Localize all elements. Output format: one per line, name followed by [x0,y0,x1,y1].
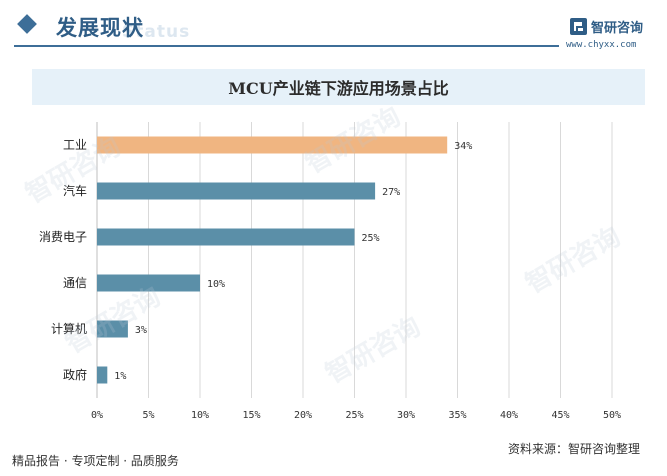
section-title: 发展现状 [56,16,144,40]
value-label: 27% [382,187,400,198]
bar [97,320,128,338]
value-label: 34% [454,141,472,152]
x-tick-label: 45% [551,410,569,421]
source-note: 资料来源：智研咨询整理 [508,442,641,456]
x-tick-label: 30% [397,410,415,421]
bar [97,228,355,246]
x-tick-label: 0% [91,410,103,421]
brand-logo-icon [570,18,587,35]
x-tick-label: 35% [448,410,466,421]
bar [97,182,376,200]
x-tick-label: 25% [345,410,363,421]
value-label: 3% [135,325,147,336]
value-label: 10% [207,279,225,290]
header-divider [14,45,559,47]
brand: 智研咨询 [570,17,643,36]
category-label: 通信 [63,276,87,290]
section-ghost-text: Status [122,22,191,42]
x-tick-label: 50% [603,410,621,421]
x-tick-label: 20% [294,410,312,421]
category-label: 工业 [63,138,87,152]
value-label: 25% [362,233,380,244]
chart-title-bar: MCU产业链下游应用场景占比 [32,69,645,105]
category-label: 计算机 [51,321,87,336]
brand-name: 智研咨询 [591,21,644,36]
bar [97,136,448,154]
label-layer: 0% 5% 10% 15% 20% 25% 30% 35% 40% 45% 50% 工业 34% 汽车 27… [39,138,621,421]
x-tick-label: 40% [500,410,518,421]
x-tick-label: 5% [142,410,154,421]
category-label: 政府 [63,367,87,382]
category-label: 消费电子 [39,230,87,244]
x-tick-label: 10% [191,410,209,421]
x-tick-label: 15% [242,410,260,421]
bar [97,366,108,384]
bar-layer [97,136,448,384]
chart-title: MCU产业链下游应用场景占比 [228,79,449,98]
footer-tagline: 精品报告 · 专项定制 · 品质服务 [12,454,179,468]
header: Status 发展现状 智研咨询 www.chyxx.com [0,0,667,56]
bar [97,274,200,292]
brand-url: www.chyxx.com [566,40,637,50]
value-label: 1% [114,371,126,382]
category-label: 汽车 [63,183,87,198]
grid-layer [96,122,613,398]
